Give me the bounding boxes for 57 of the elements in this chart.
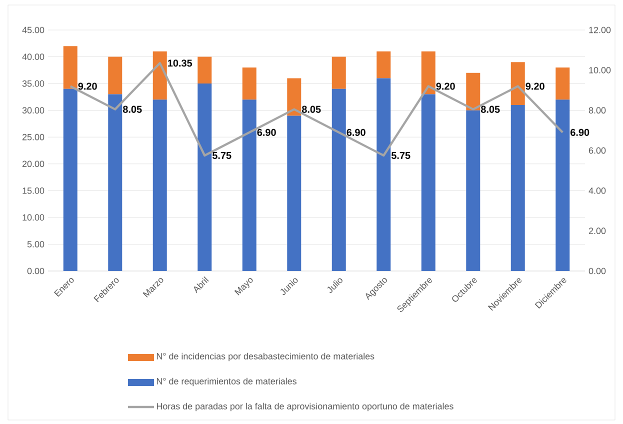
bar: [108, 94, 122, 271]
y-tick-label: 0.00: [27, 268, 44, 274]
bar: [510, 104, 525, 271]
bar: [198, 56, 212, 84]
bar: [556, 67, 570, 100]
y-tick-label: 15.00: [22, 187, 44, 194]
legend-label: Horas de paradas por la falta de aprovisionamiento oportuno de materiales: [156, 402, 454, 412]
data-label: 9.20: [436, 82, 455, 90]
data-label: 8.05: [302, 106, 321, 113]
bar: [63, 88, 78, 271]
data-label: 9.20: [526, 82, 544, 90]
bar: [421, 51, 436, 94]
bar: [510, 62, 525, 105]
data-label: 5.75: [391, 152, 410, 159]
y-tick-label: 5.00: [27, 241, 44, 248]
bar: [556, 100, 570, 271]
y2-tick-label: 2.00: [588, 228, 606, 234]
bar: [466, 72, 480, 110]
y-tick-label: 20.00: [22, 160, 44, 168]
bar: [108, 56, 122, 94]
y2-tick-label: 0.00: [588, 268, 606, 274]
bar: [198, 84, 212, 271]
y-tick-label: 10.00: [22, 214, 44, 221]
bar: [287, 116, 302, 271]
data-label: 6.90: [346, 128, 366, 136]
y2-tick-label: 4.00: [588, 187, 606, 194]
y2-tick-label: 12.00: [589, 26, 611, 34]
bar: [287, 78, 302, 116]
y-tick-label: 40.00: [22, 54, 44, 60]
y2-tick-label: 10.00: [589, 66, 611, 74]
bar: [376, 51, 391, 78]
bar: [376, 78, 391, 271]
bar: [332, 88, 346, 271]
legend-label: N° de requerimientos de materiales: [156, 378, 296, 386]
data-label: 10.35: [168, 60, 192, 67]
bar: [152, 100, 167, 271]
y-tick-label: 45.00: [22, 26, 44, 34]
bar: [332, 56, 346, 89]
legend-label: N° de incidencias por desabastecimiento de materiales: [156, 352, 374, 362]
y2-tick-label: 6.00: [588, 147, 606, 154]
x-tick-label: Julio: [327, 278, 342, 293]
data-label: 6.90: [570, 128, 590, 136]
bar: [152, 51, 167, 100]
data-label: 8.05: [122, 106, 142, 113]
bar: [466, 110, 480, 271]
y-tick-label: 25.00: [22, 134, 44, 140]
y-tick-label: 35.00: [22, 80, 44, 87]
data-label: 8.05: [480, 106, 500, 113]
data-label: 6.90: [257, 128, 276, 136]
bar: [421, 94, 436, 271]
bar: [242, 100, 256, 271]
data-label: 5.75: [212, 152, 232, 159]
bar: [63, 46, 78, 89]
bar: [242, 67, 256, 100]
y2-tick-label: 8.00: [588, 107, 606, 114]
y-tick-label: 30.00: [22, 107, 44, 114]
data-label: 9.20: [78, 82, 97, 90]
